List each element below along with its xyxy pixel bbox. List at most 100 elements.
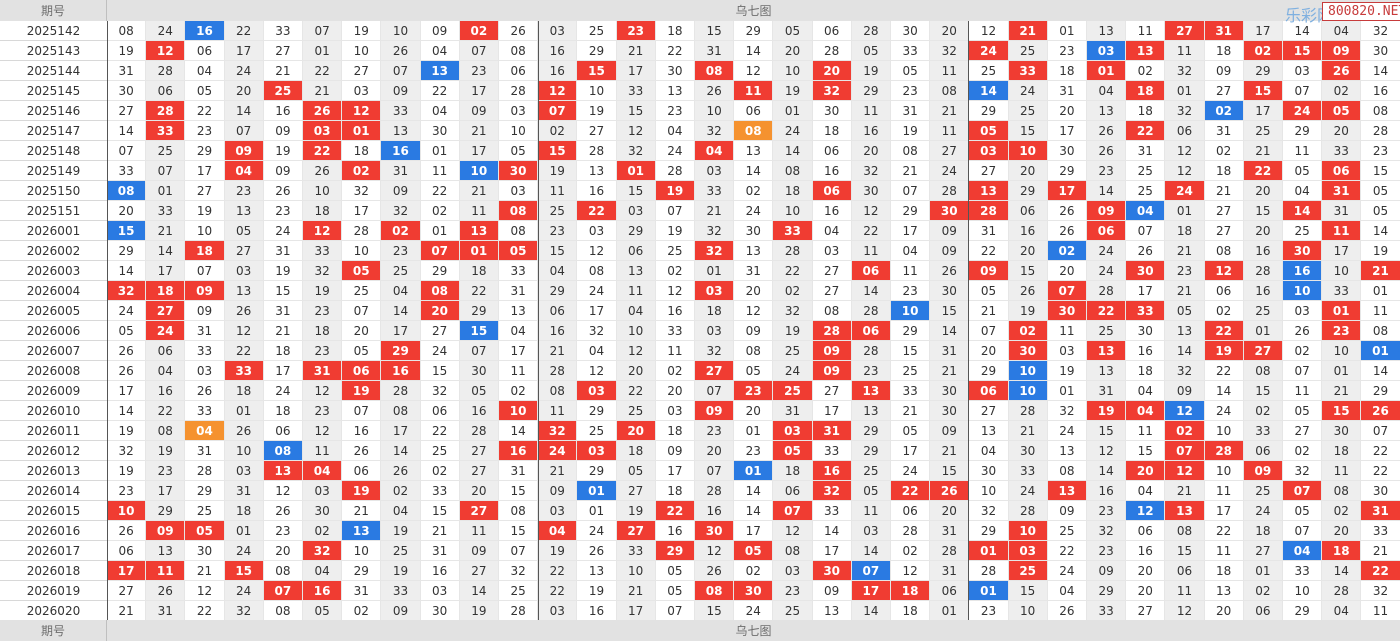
number-cell: 14: [734, 501, 774, 521]
number-cell: 17: [1204, 501, 1244, 521]
number-cell: 02: [1243, 581, 1283, 601]
number-cell: 25: [1087, 321, 1127, 341]
number-cell: 03: [185, 361, 225, 381]
number-cell: 05: [969, 281, 1009, 301]
number-cell: 09: [185, 281, 225, 301]
number-cell: 10: [1008, 601, 1048, 621]
number-cell: 25: [1008, 101, 1048, 121]
number-cell: 16: [303, 581, 343, 601]
number-cell: 21: [930, 441, 970, 461]
number-cell: 15: [1322, 401, 1362, 421]
number-cell: 20: [1008, 161, 1048, 181]
number-cell: 18: [773, 461, 813, 481]
number-cell: 06: [1243, 601, 1283, 621]
number-cell: 17: [185, 161, 225, 181]
number-cell: 30: [930, 401, 970, 421]
number-cell: 26: [695, 561, 735, 581]
number-cell: 14: [1087, 181, 1127, 201]
number-cell: 07: [695, 461, 735, 481]
number-cell: 02: [1243, 41, 1283, 61]
number-cell: 29: [1087, 581, 1127, 601]
number-cell: 12: [538, 81, 578, 101]
number-cell: 22: [224, 341, 264, 361]
number-cell: 15: [930, 461, 970, 481]
number-cell: 12: [1204, 261, 1244, 281]
number-cell: 15: [538, 141, 578, 161]
number-cell: 24: [146, 321, 186, 341]
period-cell: 2026017: [0, 541, 107, 561]
number-cell: 19: [107, 421, 147, 441]
number-cell: 22: [851, 221, 891, 241]
number-cell: 20: [695, 441, 735, 461]
number-cell: 19: [146, 441, 186, 461]
number-cell: 15: [538, 241, 578, 261]
number-cell: 26: [263, 181, 303, 201]
number-cell: 10: [1008, 521, 1048, 541]
number-cell: 20: [224, 81, 264, 101]
number-cell: 07: [1126, 221, 1166, 241]
number-cell: 18: [185, 241, 225, 261]
number-cell: 09: [734, 321, 774, 341]
number-cell: 32: [420, 381, 460, 401]
number-cell: 30: [1008, 341, 1048, 361]
period-column-footer[interactable]: 期号: [0, 620, 107, 641]
number-cell: 14: [107, 401, 147, 421]
number-cell: 25: [263, 81, 303, 101]
number-cell: 20: [1204, 601, 1244, 621]
number-cell: 12: [734, 61, 774, 81]
number-cell: 32: [499, 561, 539, 581]
number-cell: 33: [695, 181, 735, 201]
number-cell: 13: [1087, 101, 1127, 121]
number-cell: 02: [420, 201, 460, 221]
number-cell: 28: [969, 561, 1009, 581]
period-cell: 2025146: [0, 101, 107, 121]
number-cell: 07: [1283, 361, 1323, 381]
period-cell: 2026019: [0, 581, 107, 601]
number-cell: 24: [891, 461, 931, 481]
number-cell: 09: [459, 101, 499, 121]
table-row: 2026007 26 06 33 22 18 23 05 29 24 07 17 21 04 12 11 32 0…: [0, 341, 1400, 361]
number-cell: 13: [851, 381, 891, 401]
number-cell: 09: [812, 341, 852, 361]
number-cell: 29: [381, 341, 421, 361]
number-cell: 13: [577, 161, 617, 181]
number-cell: 27: [146, 301, 186, 321]
number-cell: 05: [499, 241, 539, 261]
number-cell: 01: [1361, 341, 1400, 361]
number-cell: 03: [616, 201, 656, 221]
number-cell: 08: [773, 541, 813, 561]
number-cell: 24: [1283, 101, 1323, 121]
number-cell: 11: [1165, 581, 1205, 601]
number-cell: 14: [381, 301, 421, 321]
number-cell: 08: [1165, 521, 1205, 541]
number-cell: 03: [577, 221, 617, 241]
number-cell: 10: [107, 501, 147, 521]
number-cell: 30: [930, 281, 970, 301]
period-cell: 2025148: [0, 141, 107, 161]
number-cell: 33: [499, 261, 539, 281]
number-cell: 03: [538, 21, 578, 41]
number-cell: 14: [1322, 561, 1362, 581]
period-column-header[interactable]: 期号: [0, 0, 107, 21]
number-cell: 27: [459, 501, 499, 521]
number-cell: 18: [1204, 161, 1244, 181]
number-cell: 22: [616, 381, 656, 401]
period-cell: 2026013: [0, 461, 107, 481]
number-cell: 25: [1243, 481, 1283, 501]
period-cell: 2026011: [0, 421, 107, 441]
number-cell: 23: [303, 341, 343, 361]
number-cell: 07: [695, 381, 735, 401]
number-cell: 25: [655, 241, 695, 261]
number-cell: 26: [263, 501, 303, 521]
number-cell: 24: [1047, 421, 1087, 441]
number-cell: 08: [1047, 461, 1087, 481]
number-cell: 17: [577, 301, 617, 321]
number-cell: 10: [1322, 261, 1362, 281]
number-cell: 24: [773, 121, 813, 141]
number-cell: 05: [1361, 201, 1400, 221]
number-cell: 13: [459, 221, 499, 241]
number-cell: 15: [695, 601, 735, 621]
number-cell: 10: [969, 481, 1009, 501]
number-cell: 15: [1165, 541, 1205, 561]
number-cell: 31: [1047, 81, 1087, 101]
